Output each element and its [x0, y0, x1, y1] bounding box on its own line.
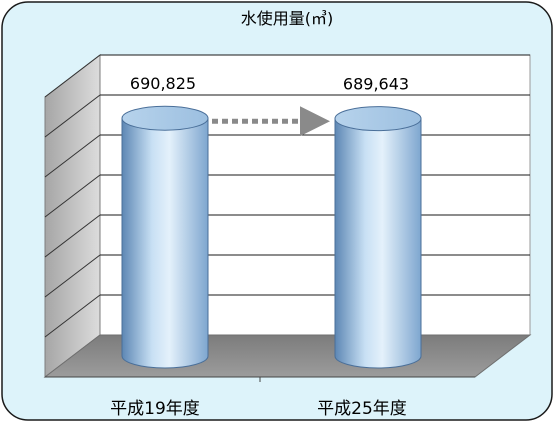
bar	[121, 105, 209, 369]
bar	[334, 106, 422, 369]
value-label: 689,643	[343, 75, 409, 94]
category-label: 平成25年度	[317, 399, 407, 419]
category-label: 平成19年度	[110, 399, 200, 419]
gridline-side	[44, 134, 101, 178]
gridline-side	[44, 214, 101, 258]
bar-series	[121, 105, 422, 369]
gridline-side	[44, 94, 101, 138]
chart-title: 水使用量(㎥)	[241, 9, 334, 28]
floor	[43, 334, 532, 378]
side-wall	[44, 53, 101, 379]
gridline-side	[44, 294, 101, 338]
value-label: 690,825	[130, 74, 196, 93]
category-labels: 平成19年度 平成25年度	[110, 399, 407, 419]
bar-body	[121, 117, 209, 369]
gridline-side	[44, 254, 101, 298]
bar-top	[334, 106, 422, 132]
gridline-side	[44, 54, 101, 98]
gridline-side	[44, 174, 101, 218]
value-labels: 690,825 689,643	[130, 74, 409, 93]
bar-top	[121, 105, 209, 131]
bar-body	[334, 118, 422, 369]
